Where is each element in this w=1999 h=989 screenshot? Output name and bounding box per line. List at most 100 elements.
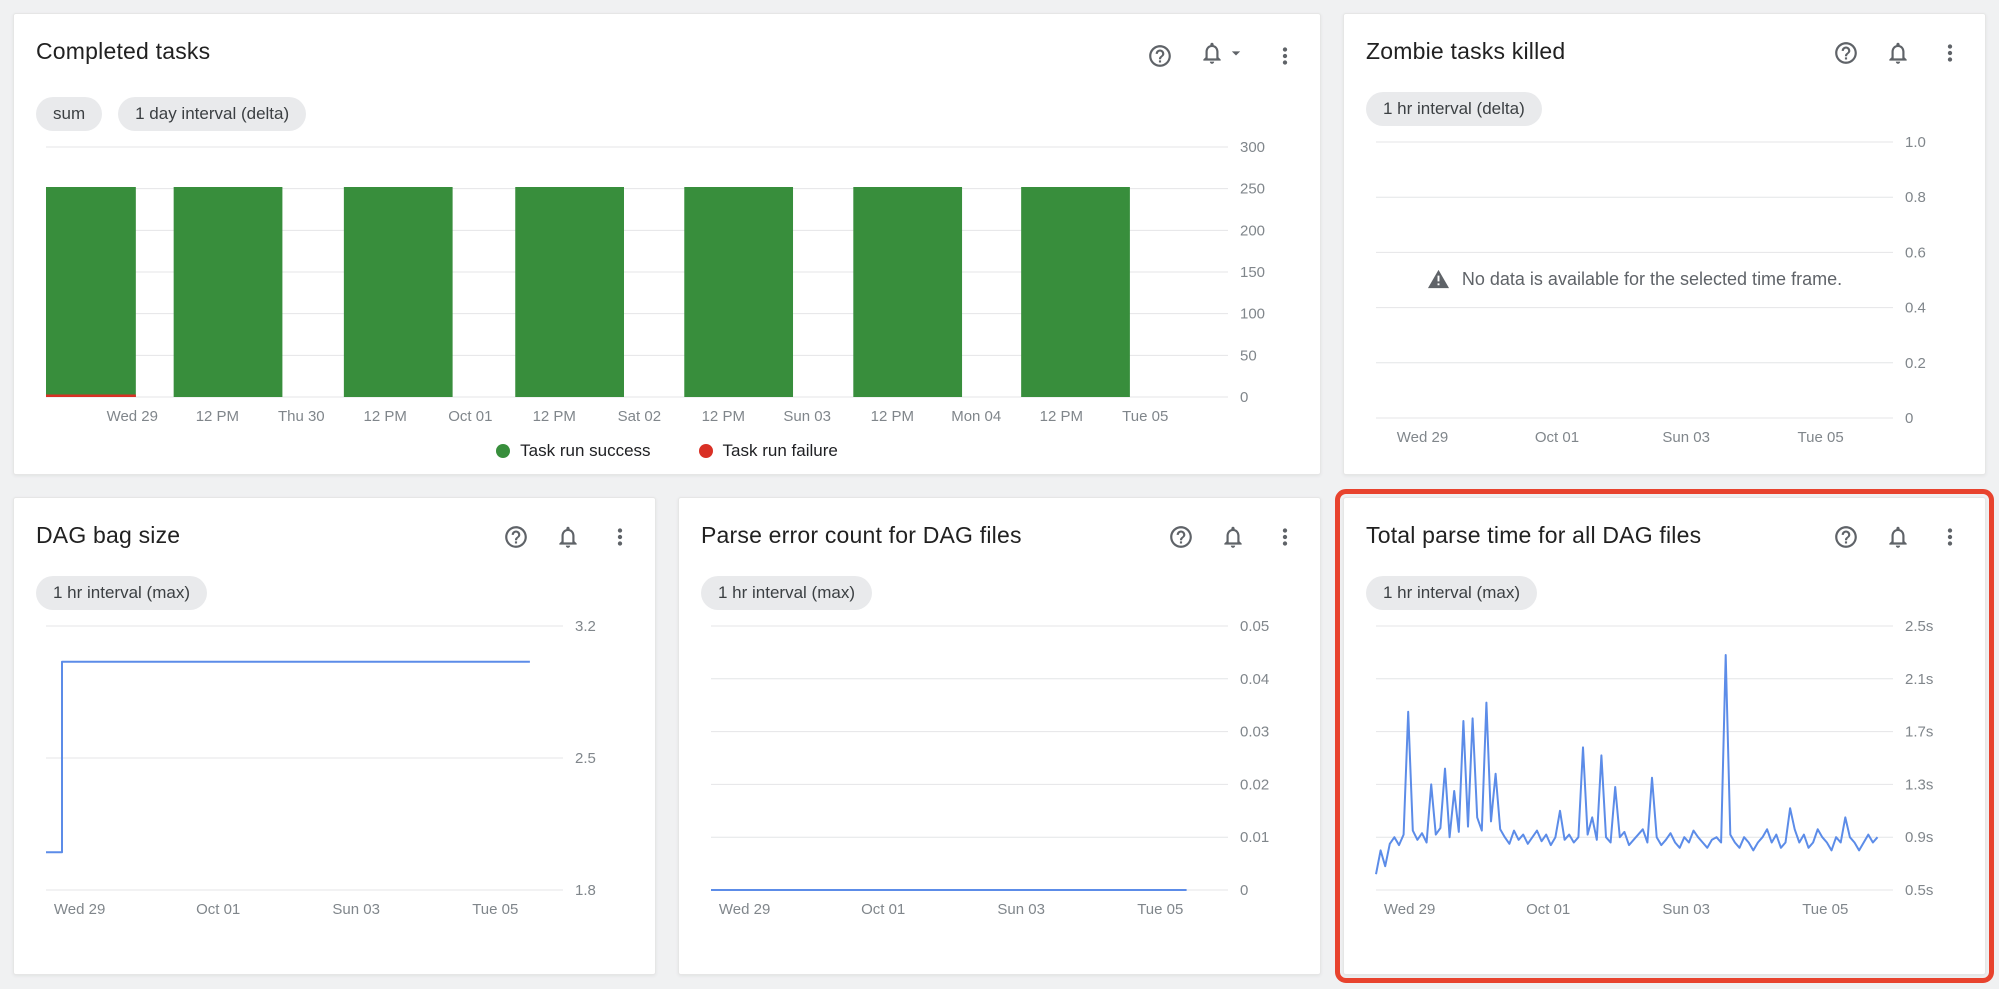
legend-item-failure[interactable]: Task run failure — [698, 441, 838, 461]
svg-text:0: 0 — [1905, 410, 1913, 427]
svg-text:Wed 29: Wed 29 — [719, 901, 770, 918]
chip-row: sum 1 day interval (delta) — [36, 97, 1298, 131]
interval-chip: 1 hr interval (max) — [1366, 576, 1537, 610]
svg-text:2.5s: 2.5s — [1905, 618, 1933, 635]
more-options-icon[interactable] — [1937, 524, 1963, 550]
svg-text:50: 50 — [1240, 347, 1257, 364]
svg-text:1.7s: 1.7s — [1905, 724, 1933, 741]
legend-label-failure: Task run failure — [722, 441, 838, 460]
card-zombie-tasks-killed: Zombie tasks killed 1 hr interval (delta… — [1343, 13, 1986, 475]
svg-text:Oct 01: Oct 01 — [1526, 901, 1570, 918]
notification-bell-icon[interactable] — [1199, 40, 1225, 71]
dag-bag-size-chart[interactable]: 1.8 2.5 3.2 Wed 29 Oct 01 Sun 03 Tue 05 — [36, 618, 633, 924]
svg-text:150: 150 — [1240, 264, 1265, 281]
svg-text:Sat 02: Sat 02 — [618, 408, 661, 425]
svg-text:0.4: 0.4 — [1905, 300, 1926, 317]
interval-chip: 1 hr interval (max) — [701, 576, 872, 610]
card-header: DAG bag size — [36, 514, 633, 550]
svg-text:0.5s: 0.5s — [1905, 882, 1933, 899]
svg-text:3.2: 3.2 — [575, 618, 596, 635]
card-actions — [503, 514, 633, 550]
svg-text:0.05: 0.05 — [1240, 618, 1269, 635]
svg-text:2.1s: 2.1s — [1905, 671, 1933, 688]
svg-text:0.03: 0.03 — [1240, 724, 1269, 741]
chevron-down-icon[interactable] — [1225, 43, 1246, 68]
card-total-parse-time: Total parse time for all DAG files 1 hr … — [1335, 489, 1994, 983]
svg-text:Oct 01: Oct 01 — [1535, 429, 1579, 446]
no-data-text: No data is available for the selected ti… — [1461, 268, 1843, 289]
completed-tasks-chart[interactable]: 0 50 100 150 200 250 300 Wed 29 12 PM Thu 30 12 PM… — [36, 139, 1298, 431]
card-header: Parse error count for DAG files — [701, 514, 1298, 550]
svg-text:Thu 30: Thu 30 — [278, 408, 325, 425]
more-options-icon[interactable] — [1937, 40, 1963, 66]
card-title: Completed tasks — [36, 38, 211, 64]
svg-text:0: 0 — [1240, 882, 1248, 899]
svg-text:Wed 29: Wed 29 — [54, 901, 105, 918]
svg-text:Tue 05: Tue 05 — [1802, 901, 1848, 918]
card-parse-error-count: Parse error count for DAG files 1 hr int… — [678, 497, 1321, 975]
svg-text:1.8: 1.8 — [575, 882, 596, 899]
svg-text:Tue 05: Tue 05 — [1122, 408, 1168, 425]
svg-text:Sun 03: Sun 03 — [1662, 429, 1710, 446]
help-icon[interactable] — [1168, 524, 1194, 550]
legend-dot-failure — [698, 444, 713, 458]
svg-text:1.0: 1.0 — [1905, 134, 1926, 151]
svg-text:2.5: 2.5 — [575, 750, 596, 767]
svg-text:12 PM: 12 PM — [1040, 408, 1083, 425]
card-title: Parse error count for DAG files — [701, 522, 1022, 548]
more-options-icon[interactable] — [1272, 43, 1298, 69]
interval-chip: 1 hr interval (max) — [36, 576, 207, 610]
svg-text:Tue 05: Tue 05 — [1137, 901, 1183, 918]
more-options-icon[interactable] — [607, 524, 633, 550]
svg-text:12 PM: 12 PM — [871, 408, 914, 425]
svg-text:12 PM: 12 PM — [702, 408, 745, 425]
help-icon[interactable] — [1833, 524, 1859, 550]
notification-bell-icon[interactable] — [1885, 524, 1911, 550]
interval-chip: 1 hr interval (delta) — [1366, 92, 1542, 126]
warning-icon — [1427, 269, 1449, 288]
card-actions — [1147, 30, 1298, 71]
svg-text:1.3s: 1.3s — [1905, 776, 1933, 793]
help-icon[interactable] — [1833, 40, 1859, 66]
svg-text:Sun 03: Sun 03 — [997, 901, 1045, 918]
alert-bell-dropdown[interactable] — [1199, 40, 1246, 71]
chip-row: 1 hr interval (max) — [1366, 576, 1963, 610]
svg-text:Sun 03: Sun 03 — [783, 408, 831, 425]
svg-text:300: 300 — [1240, 139, 1265, 156]
notification-bell-icon[interactable] — [1885, 40, 1911, 66]
more-options-icon[interactable] — [1272, 524, 1298, 550]
svg-text:0.6: 0.6 — [1905, 244, 1926, 261]
zombie-tasks-chart[interactable]: 0 0.2 0.4 0.6 0.8 1.0 Wed 29 Oct 01 Sun 03 Tue 05… — [1366, 134, 1963, 452]
svg-text:12 PM: 12 PM — [196, 408, 239, 425]
card-actions — [1833, 514, 1963, 550]
help-icon[interactable] — [503, 524, 529, 550]
notification-bell-icon[interactable] — [555, 524, 581, 550]
help-icon[interactable] — [1147, 43, 1173, 69]
parse-error-count-chart[interactable]: 0 0.01 0.02 0.03 0.04 0.05 Wed 29 Oct 01 Sun 03 T… — [701, 618, 1298, 924]
total-parse-time-chart[interactable]: 0.5s 0.9s 1.3s 1.7s 2.1s 2.5s Wed 29 Oct 01 Sun … — [1366, 618, 1963, 924]
svg-text:0.2: 0.2 — [1905, 355, 1926, 372]
aggregation-chip: sum — [36, 97, 103, 131]
svg-text:200: 200 — [1240, 222, 1265, 239]
svg-text:0.04: 0.04 — [1240, 671, 1269, 688]
svg-text:0.9s: 0.9s — [1905, 829, 1933, 846]
svg-text:Sun 03: Sun 03 — [332, 901, 380, 918]
legend-dot-success — [496, 444, 511, 458]
card-header: Completed tasks — [36, 30, 1298, 71]
interval-chip: 1 day interval (delta) — [118, 97, 307, 131]
svg-text:Tue 05: Tue 05 — [1798, 429, 1844, 446]
chip-row: 1 hr interval (delta) — [1366, 92, 1963, 126]
chip-row: 1 hr interval (max) — [701, 576, 1298, 610]
card-completed-tasks: Completed tasks sum — [13, 13, 1321, 475]
chip-row: 1 hr interval (max) — [36, 576, 633, 610]
svg-text:0: 0 — [1240, 389, 1248, 406]
notification-bell-icon[interactable] — [1220, 524, 1246, 550]
no-data-message: No data is available for the selected ti… — [1376, 268, 1893, 291]
card-title: Total parse time for all DAG files — [1366, 522, 1702, 548]
svg-text:Wed 29: Wed 29 — [107, 408, 158, 425]
legend-item-success[interactable]: Task run success — [496, 441, 651, 461]
svg-text:250: 250 — [1240, 181, 1265, 198]
svg-text:Oct 01: Oct 01 — [861, 901, 905, 918]
svg-text:100: 100 — [1240, 306, 1265, 323]
